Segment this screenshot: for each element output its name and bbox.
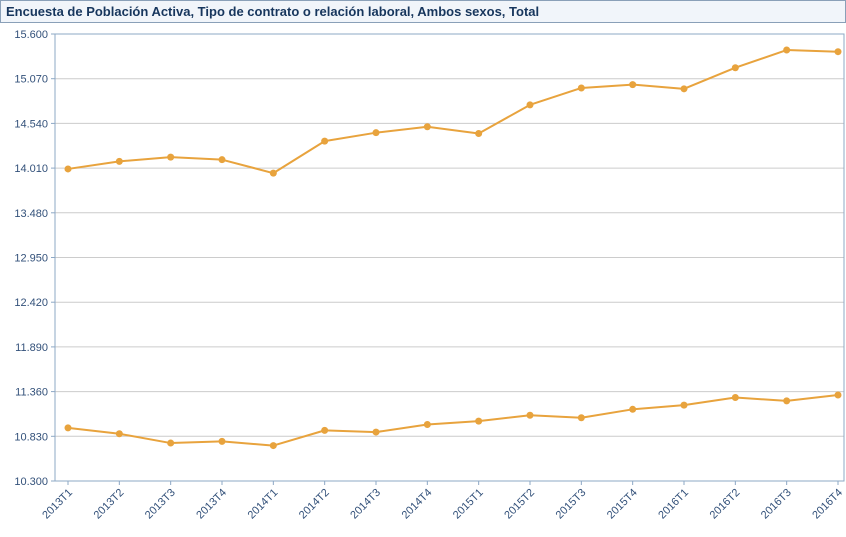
chart-title-bar: Encuesta de Población Activa, Tipo de co… — [0, 0, 846, 23]
series-2-point — [834, 391, 842, 399]
series-2-point — [115, 430, 123, 438]
x-tick-label: 2015T2 — [502, 487, 537, 522]
series-2-point — [629, 405, 637, 413]
series-1-point — [64, 165, 72, 173]
series-2-point — [423, 420, 431, 428]
y-tick-label: 13.480 — [14, 208, 48, 220]
y-tick-label: 11.360 — [15, 387, 48, 399]
x-tick-label: 2016T1 — [656, 487, 691, 522]
y-tick-label: 11.890 — [15, 342, 48, 354]
chart-area: 10.300 10.830 11.360 11.890 12.420 12.950 13.4… — [0, 23, 846, 537]
x-tick-label: 2013T1 — [40, 487, 75, 522]
series-1-point — [680, 85, 688, 93]
x-tick-label: 2016T4 — [810, 487, 845, 522]
x-tick-label: 2016T3 — [759, 487, 794, 522]
series-2-point — [577, 414, 585, 422]
x-tick-label: 2014T2 — [297, 487, 332, 522]
series-2-point — [680, 401, 688, 409]
y-tick-label: 12.420 — [14, 297, 48, 309]
series-1-point — [115, 157, 123, 165]
x-tick-label: 2015T3 — [554, 487, 589, 522]
y-tick-label: 12.950 — [14, 253, 48, 265]
y-tick-label: 10.830 — [14, 431, 48, 443]
y-tick-label: 10.300 — [14, 476, 48, 488]
series-1-point — [321, 137, 329, 145]
x-tick-label: 2013T2 — [92, 487, 127, 522]
x-tick-label: 2013T3 — [143, 487, 178, 522]
x-tick-label: 2014T3 — [348, 487, 383, 522]
series-1-point — [218, 156, 226, 164]
x-tick-label: 2015T1 — [451, 487, 486, 522]
series-2-point — [269, 442, 277, 450]
series-1-point — [526, 101, 534, 109]
y-tick-label: 15.070 — [14, 74, 48, 86]
series-1-point — [783, 46, 791, 54]
series-2-point — [64, 424, 72, 432]
x-tick-label: 2014T4 — [400, 487, 435, 522]
plot-border — [54, 33, 845, 482]
series-2-point — [167, 439, 175, 447]
series-1-point — [577, 84, 585, 92]
series-2-point — [372, 428, 380, 436]
x-tick-label: 2016T2 — [708, 487, 743, 522]
series-2-point — [783, 397, 791, 405]
series-2-point — [526, 411, 534, 419]
series-2-line — [67, 393, 839, 447]
series-2-point — [475, 417, 483, 425]
series-2-point — [731, 394, 739, 402]
series-1-point — [423, 123, 431, 131]
series-1-point — [834, 48, 842, 56]
series-2-point — [321, 426, 329, 434]
x-tick-label: 2015T4 — [605, 487, 640, 522]
chart-title: Encuesta de Población Activa, Tipo de co… — [6, 4, 540, 19]
series-1-point — [475, 130, 483, 138]
y-tick-label: 14.010 — [14, 163, 48, 175]
series-1-point — [269, 169, 277, 177]
series-1-line — [67, 49, 839, 175]
series-1-point — [372, 129, 380, 137]
y-tick-label: 15.600 — [14, 29, 48, 41]
series-1-point — [731, 64, 739, 72]
y-tick-label: 14.540 — [14, 118, 48, 130]
line-chart: 10.300 10.830 11.360 11.890 12.420 12.950 13.4… — [14, 29, 845, 522]
series-1-point — [167, 153, 175, 161]
series-2-point — [218, 437, 226, 445]
series-1-point — [629, 81, 637, 89]
x-tick-label: 2014T1 — [246, 487, 281, 522]
x-tick-label: 2013T4 — [194, 487, 229, 522]
